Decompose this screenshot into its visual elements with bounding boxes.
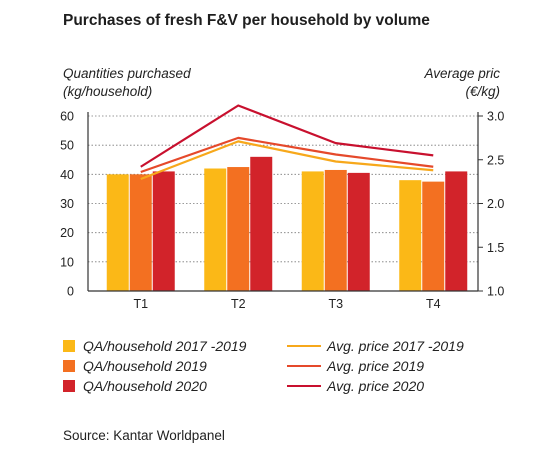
legend-label-price-2019: Avg. price 2019: [327, 358, 425, 374]
bar: [422, 181, 445, 291]
left-axis-title-line-2: (kg/household): [63, 84, 153, 99]
bar: [250, 156, 273, 291]
y2-tick-label: 3.0: [487, 110, 504, 124]
bar: [347, 172, 370, 291]
x-tick-label: T4: [426, 297, 441, 311]
legend-label-qa-2019: QA/household 2019: [83, 358, 207, 374]
bar: [399, 180, 422, 291]
bar: [106, 174, 129, 291]
right-axis-title-line-1: Average pric: [424, 66, 500, 81]
y-tick-label: 0: [67, 285, 74, 299]
x-tick-label: T2: [231, 297, 246, 311]
legend-swatch-price-2017-2019: [287, 345, 321, 347]
bar: [445, 171, 468, 291]
right-axis-title-line-2: (€/kg): [465, 84, 500, 99]
y-tick-label: 50: [60, 139, 74, 153]
y2-tick-label: 2.5: [487, 153, 504, 167]
legend-label-qa-2017-2019: QA/household 2017 -2019: [83, 338, 247, 354]
legend-label-price-2017-2019: Avg. price 2017 -2019: [327, 338, 464, 354]
left-axis-title-line-1: Quantities purchased: [63, 66, 191, 81]
bar: [227, 167, 250, 291]
legend-swatch-qa-2020: [63, 380, 75, 392]
chart-title: Purchases of fresh F&V per household by …: [63, 12, 430, 29]
legend-label-price-2020: Avg. price 2020: [327, 378, 425, 394]
series-line: [140, 140, 434, 181]
bar: [129, 174, 152, 291]
series-line: [140, 104, 434, 168]
bar: [204, 168, 227, 291]
x-tick-label: T1: [133, 297, 148, 311]
y2-tick-label: 1.0: [487, 285, 504, 299]
x-tick-label: T3: [328, 297, 343, 311]
legend-swatch-qa-2019: [63, 360, 75, 372]
y-tick-label: 20: [60, 226, 74, 240]
y2-tick-label: 1.5: [487, 241, 504, 255]
legend-swatch-price-2019: [287, 365, 321, 367]
bar: [152, 171, 175, 291]
y2-tick-label: 2.0: [487, 197, 504, 211]
series-line: [140, 136, 434, 174]
left-axis-title: Quantities purchased (kg/household): [63, 65, 191, 101]
legend-swatch-qa-2017-2019: [63, 340, 75, 352]
bar: [324, 169, 347, 291]
y-tick-label: 30: [60, 197, 74, 211]
y-tick-label: 40: [60, 168, 74, 182]
chart-plot: 0 10 20 30 40 50 60 1.0 1.5 2.0 2.5 3.0 T1 T2 T3 T4: [60, 104, 504, 311]
source-note: Source: Kantar Worldpanel: [63, 428, 225, 443]
right-axis-title: Average pric (€/kg): [424, 65, 500, 101]
bar: [301, 171, 324, 291]
legend-label-qa-2020: QA/household 2020: [83, 378, 207, 394]
y-tick-label: 60: [60, 110, 74, 124]
y-tick-label: 10: [60, 255, 74, 269]
legend-swatch-price-2020: [287, 385, 321, 387]
